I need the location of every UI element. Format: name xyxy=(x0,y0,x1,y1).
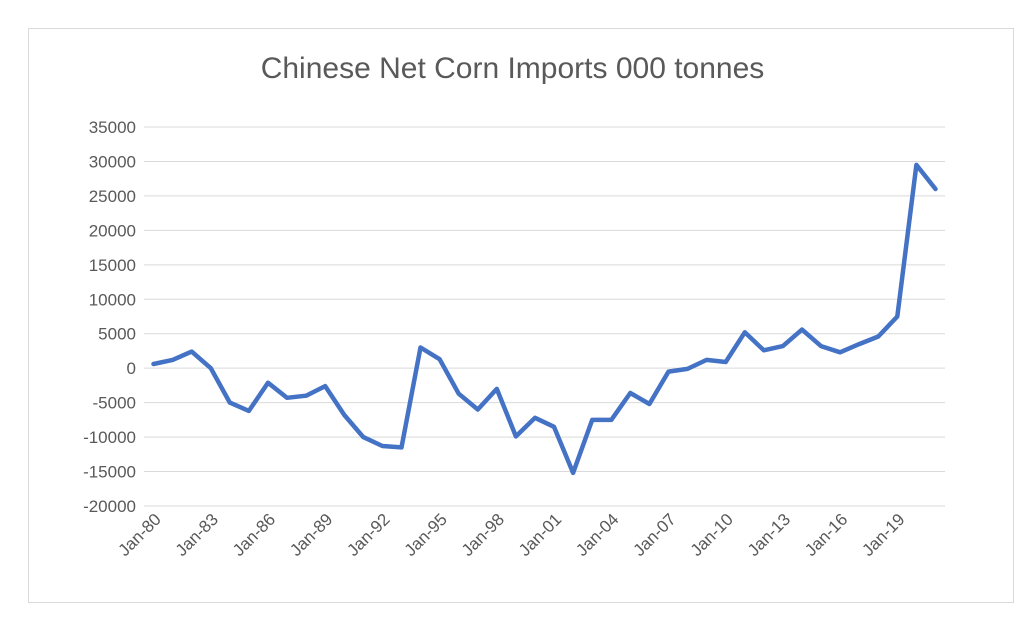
x-tick-label: Jan-13 xyxy=(744,510,794,560)
y-tick-label: 5000 xyxy=(98,325,136,344)
x-tick-label: Jan-89 xyxy=(286,510,336,560)
x-tick-label: Jan-92 xyxy=(343,510,393,560)
y-tick-label: 0 xyxy=(127,359,136,378)
x-tick-label: Jan-86 xyxy=(229,510,279,560)
y-tick-label: 25000 xyxy=(89,187,136,206)
series-layer xyxy=(151,162,938,476)
y-axis-ticks: 35000 30000 25000 20000 15000 10000 5000 0 -5000… xyxy=(83,118,136,516)
x-tick-label: Jan-04 xyxy=(572,510,622,560)
series-line xyxy=(151,162,938,476)
y-tick-label: 35000 xyxy=(89,118,136,137)
chart-title: Chinese Net Corn Imports 000 tonnes xyxy=(260,52,765,85)
y-tick-label: 15000 xyxy=(89,256,136,275)
x-tick-label: Jan-98 xyxy=(458,510,508,560)
gridlines xyxy=(144,126,945,507)
x-tick-label: Jan-01 xyxy=(515,510,565,560)
y-tick-label: 20000 xyxy=(89,221,136,240)
y-tick-label: -10000 xyxy=(83,428,136,447)
y-tick-label: -5000 xyxy=(93,394,136,413)
y-tick-label: -20000 xyxy=(83,497,136,516)
chart-area xyxy=(28,28,1014,603)
x-tick-label: Jan-83 xyxy=(172,510,222,560)
y-tick-label: 10000 xyxy=(89,290,136,309)
x-tick-label: Jan-16 xyxy=(801,510,851,560)
x-axis-ticks: Jan-80 Jan-83 Jan-86 Jan-89 Jan-92 Jan-95 Jan-… xyxy=(115,510,909,560)
x-tick-label: Jan-80 xyxy=(115,510,165,560)
x-tick-label: Jan-07 xyxy=(630,510,680,560)
y-tick-label: -15000 xyxy=(83,463,136,482)
x-tick-label: Jan-95 xyxy=(401,510,451,560)
x-tick-label: Jan-19 xyxy=(858,510,908,560)
y-tick-label: 30000 xyxy=(89,152,136,171)
x-tick-label: Jan-10 xyxy=(687,510,737,560)
